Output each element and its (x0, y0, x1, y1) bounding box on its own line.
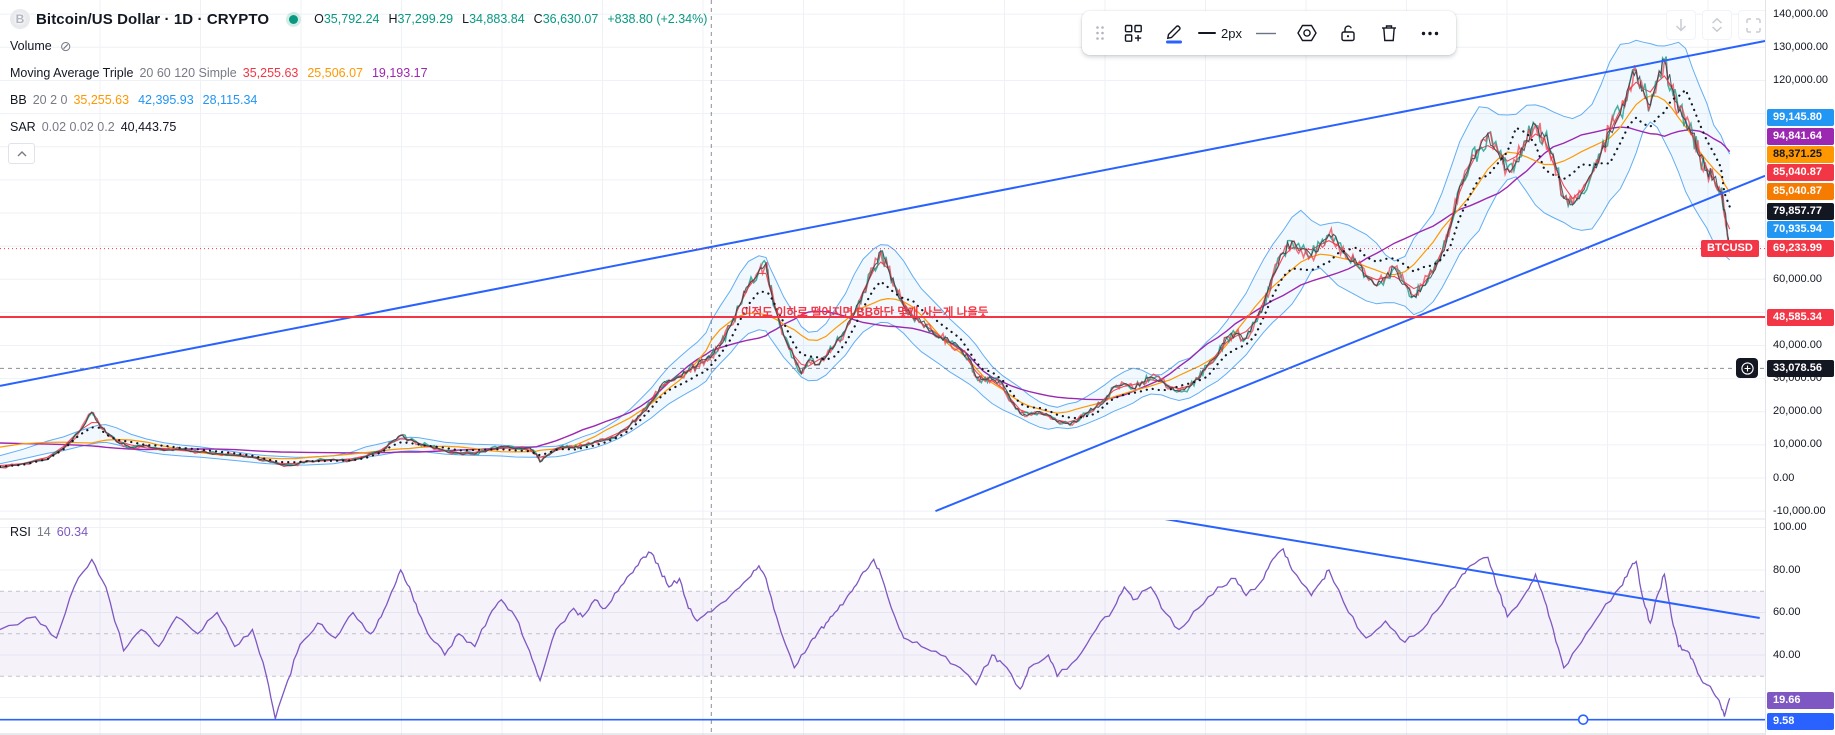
axis-tick-label: 60,000.00 (1773, 272, 1822, 285)
sar-params: 0.02 0.02 0.2 (41, 120, 115, 134)
legend-collapse-button[interactable] (8, 143, 35, 164)
double-chevron-icon (1711, 17, 1723, 33)
symbol-legend: B Bitcoin/US Dollar · 1D · CRYPTO O35,79… (10, 8, 707, 143)
lock-open-icon (1341, 25, 1355, 42)
gear-icon (1297, 24, 1317, 42)
rsi-label: RSI (10, 525, 31, 539)
price-label-chip: 94,841.64 (1767, 127, 1834, 145)
lock-button[interactable] (1328, 16, 1368, 50)
bb-basis-value: 35,255.63 (73, 93, 130, 107)
template-button[interactable] (1113, 16, 1153, 50)
line-width-icon (1198, 32, 1216, 34)
ma-triple-label: Moving Average Triple (10, 66, 134, 80)
axis-tick-label: 20,000.00 (1773, 405, 1822, 418)
axis-tick-label: 40,000.00 (1773, 338, 1822, 351)
delete-button[interactable] (1369, 16, 1409, 50)
price-label-chip: 85,040.87 (1767, 182, 1834, 200)
line-width-button[interactable]: 2px (1195, 16, 1245, 50)
collapse-pane-button[interactable] (1702, 10, 1732, 40)
price-label-chip: 85,040.87 (1767, 163, 1834, 181)
change-value: +838.80 (+2.34%) (607, 12, 708, 26)
drawing-toolbar: 2px (1082, 11, 1456, 55)
settings-button[interactable] (1287, 16, 1327, 50)
price-label-chip: 9.58 (1767, 712, 1834, 730)
axis-tick-label: 40.00 (1773, 648, 1801, 661)
line-color-button[interactable] (1154, 16, 1194, 50)
line-style-icon (1255, 32, 1276, 34)
more-options-button[interactable] (1410, 16, 1450, 50)
crosshair-plus-button[interactable] (1736, 358, 1758, 378)
price-label-chip: 70,935.94 (1767, 220, 1834, 238)
open-value: 35,792.24 (323, 12, 380, 26)
price-axis[interactable]: 140,000.00 130,000.00 120,000.00 60,000.00 4… (1765, 0, 1835, 735)
toolbar-drag-handle[interactable] (1088, 16, 1112, 50)
indicator-row-sar[interactable]: SAR 0.02 0.02 0.2 40,443.75 (10, 116, 707, 138)
open-label: O (314, 12, 324, 26)
line-width-value: 2px (1221, 25, 1242, 41)
price-annotation-text[interactable]: 이정도 이하로 떨어지면 BB하단 몇개 사는게 나을듯 (741, 307, 989, 319)
volume-label: Volume (10, 39, 52, 53)
ellipsis-icon (1421, 31, 1439, 35)
sar-value: 40,443.75 (120, 120, 177, 134)
templates-icon (1124, 24, 1142, 42)
bb-label: BB (10, 93, 27, 107)
maximize-pane-button[interactable] (1738, 10, 1768, 40)
scroll-to-recent-button[interactable] (1666, 10, 1696, 40)
axis-tick-label: 80.00 (1773, 563, 1801, 576)
axis-tick-label: 100.00 (1773, 521, 1807, 533)
symbol-logo: B (10, 9, 30, 29)
axis-tick-label: 0.00 (1773, 471, 1795, 484)
axis-tick-label: 140,000.00 (1773, 7, 1829, 20)
close-label: C (533, 12, 543, 26)
axis-tick-label: 130,000.00 (1773, 40, 1829, 53)
symbol-title[interactable]: Bitcoin/US Dollar · 1D · CRYPTO (36, 10, 270, 28)
market-status-dot (289, 14, 299, 24)
pane-controls (1666, 10, 1768, 40)
hidden-indicator-icon[interactable]: ⊘ (59, 38, 72, 54)
line-style-button[interactable] (1246, 16, 1286, 50)
close-value: 36,630.07 (542, 12, 599, 26)
price-label-chip: 48,585.34 (1767, 308, 1834, 326)
price-label-chip: 33,078.56 (1767, 359, 1834, 377)
bb-upper-value: 42,395.93 (138, 93, 194, 107)
axis-tick-label: 120,000.00 (1773, 73, 1829, 86)
chevron-up-icon (17, 150, 26, 156)
axis-tick-label: 60.00 (1773, 606, 1801, 618)
price-label-chip: 79,857.77 (1767, 202, 1834, 220)
symbol-price-tag: BTCUSD (1701, 240, 1759, 257)
price-label-chip: 19.66 (1767, 691, 1834, 709)
sar-label: SAR (10, 120, 36, 134)
arrow-down-icon (1675, 19, 1687, 32)
high-value: 37,299.29 (397, 12, 454, 26)
indicator-row-rsi[interactable]: RSI 14 60.34 (10, 525, 88, 539)
rsi-value: 60.34 (56, 525, 89, 539)
price-label-chip: 99,145.80 (1767, 108, 1834, 126)
axis-tick-label: -10,000.00 (1773, 504, 1826, 517)
ma120-value: 19,193.17 (371, 66, 428, 80)
low-value: 34,883.84 (469, 12, 525, 26)
ma-triple-params: 20 60 120 Simple (139, 66, 237, 80)
symbol-title-row[interactable]: B Bitcoin/US Dollar · 1D · CRYPTO O35,79… (10, 8, 707, 30)
indicator-row-volume[interactable]: Volume ⊘ (10, 35, 707, 57)
indicator-row-ma-triple[interactable]: Moving Average Triple 20 60 120 Simple 3… (10, 62, 707, 84)
low-label: L (462, 12, 470, 26)
ma60-value: 25,506.07 (307, 66, 363, 80)
ma20-value: 35,255.63 (242, 66, 299, 80)
trash-icon (1381, 25, 1396, 42)
bb-lower-value: 28,115.34 (202, 93, 258, 107)
ohlc-values: O35,792.24 H37,299.29 L34,883.84 C36,630… (314, 12, 707, 26)
indicator-row-bb[interactable]: BB 20 2 0 35,255.63 42,395.93 28,115.34 (10, 89, 707, 111)
fullscreen-corners-icon (1745, 17, 1761, 33)
axis-tick-label: 10,000.00 (1773, 438, 1822, 451)
pencil-icon (1166, 25, 1182, 44)
rsi-params: 14 (36, 525, 51, 539)
high-label: H (388, 12, 398, 26)
drag-dots-icon (1096, 26, 1104, 40)
price-label-chip: 69,233.99 (1767, 239, 1834, 257)
price-label-chip: 88,371.25 (1767, 145, 1834, 163)
bb-params: 20 2 0 (32, 93, 68, 107)
plus-circle-icon (1740, 361, 1754, 375)
